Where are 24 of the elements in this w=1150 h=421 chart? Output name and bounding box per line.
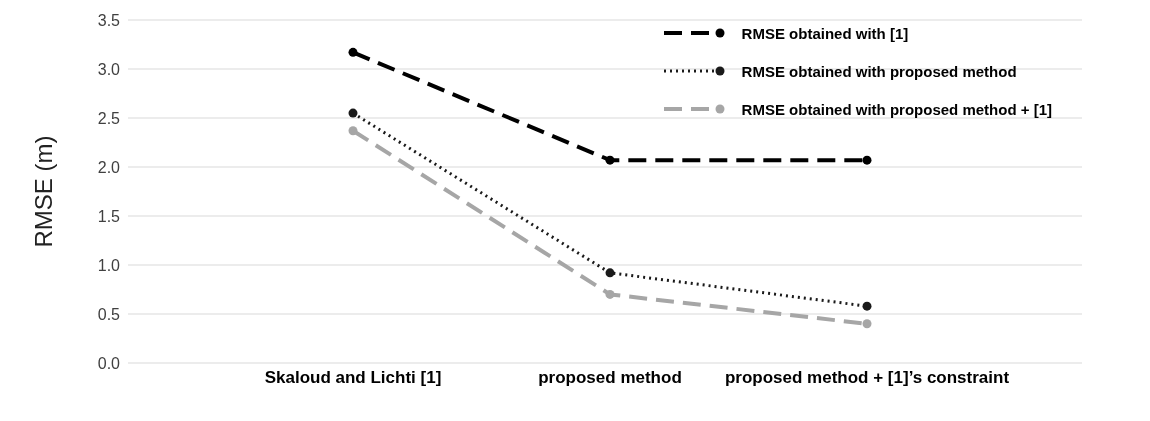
y-tick-label: 2.5 <box>97 109 121 127</box>
y-tick-label: 0.0 <box>97 354 121 372</box>
point <box>605 268 615 278</box>
y-tick-label: 3.5 <box>97 11 121 29</box>
x-tick-label: Skaloud and Lichti [1] <box>264 368 442 388</box>
y-tick-label: 3.0 <box>97 60 121 78</box>
legend-label: RMSE obtained with proposed method <box>741 62 1017 80</box>
point <box>348 108 358 118</box>
point <box>605 155 615 165</box>
x-tick-label: proposed method + [1]’s constraint <box>724 368 1010 388</box>
y-tick-label: 1.5 <box>97 207 121 225</box>
point <box>862 155 872 165</box>
y-axis-title: RMSE (m) <box>29 135 57 248</box>
point <box>348 126 358 136</box>
y-tick-label: 2.0 <box>97 158 121 176</box>
legend-label: RMSE obtained with proposed method + [1] <box>741 100 1052 118</box>
y-tick-label: 1.0 <box>97 256 121 274</box>
y-tick-label: 0.5 <box>97 305 121 323</box>
point <box>862 301 872 311</box>
point <box>605 289 615 299</box>
point <box>862 319 872 329</box>
x-tick-label: proposed method <box>538 368 682 388</box>
legend-label: RMSE obtained with [1] <box>741 24 909 42</box>
point <box>348 47 358 57</box>
